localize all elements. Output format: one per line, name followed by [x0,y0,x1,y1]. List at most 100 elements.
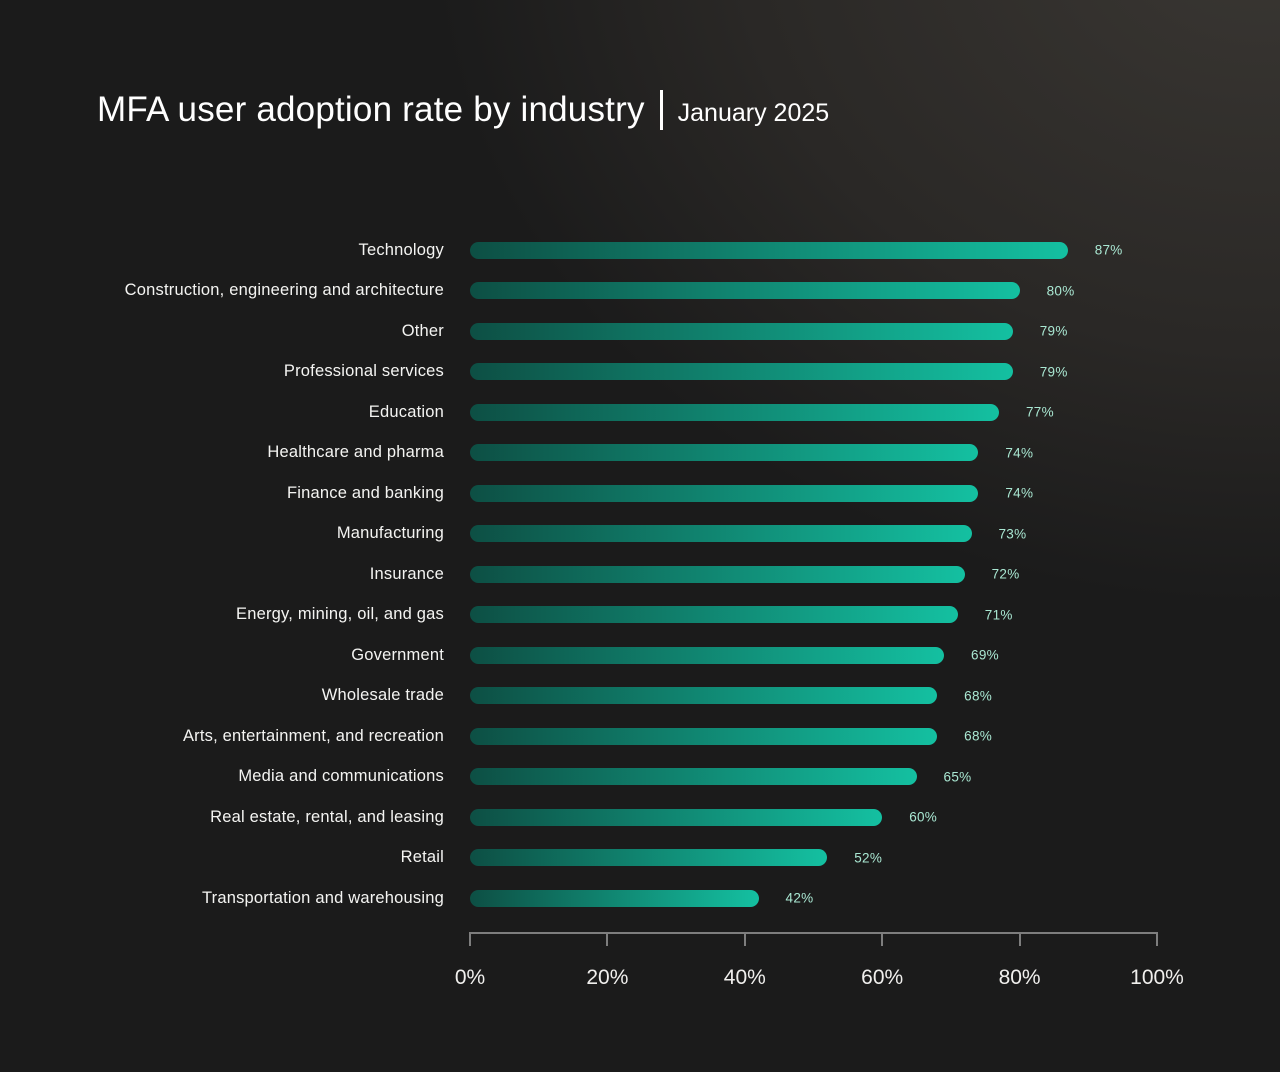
axis-tick [469,932,471,946]
bar-track: 74% [470,484,1157,502]
bar [470,646,945,664]
chart-row: Construction, engineering and architectu… [80,271,1200,312]
axis-tick-label: 100% [1130,966,1184,989]
bar-track: 80% [470,282,1157,300]
value-label: 79% [1039,364,1068,380]
chart-row: Retail 52% [80,838,1200,879]
chart-row: Government 69% [80,635,1200,676]
value-label: 74% [1005,485,1034,501]
category-label: Other [401,321,444,340]
bar [470,403,999,421]
bar-track: 52% [470,849,1157,867]
axis-tick-label: 0% [454,966,486,989]
bar-track: 71% [470,606,1157,624]
category-label: Construction, engineering and architectu… [124,281,444,300]
bar [470,282,1020,300]
category-label: Arts, entertainment, and recreation [182,726,444,745]
bar-track: 72% [470,565,1157,583]
bar [470,525,972,543]
bar-track: 68% [470,687,1157,705]
category-label: Technology [358,240,444,259]
value-label: 69% [971,647,999,663]
category-label: Retail [400,848,444,867]
chart-row: Arts, entertainment, and recreation 68% [80,716,1200,757]
bar [470,363,1013,381]
chart-row: Insurance 72% [80,554,1200,595]
value-label: 72% [991,566,1020,582]
page-title: MFA user adoption rate by industry Janua… [97,90,829,130]
axis-tick-label: 80% [998,966,1041,989]
category-label: Transportation and warehousing [201,888,444,907]
chart-row: Energy, mining, oil, and gas 71% [80,595,1200,636]
chart-row: Education 77% [80,392,1200,433]
axis-tick-label: 60% [861,966,904,989]
category-label: Real estate, rental, and leasing [210,807,444,826]
chart-row: Healthcare and pharma 74% [80,433,1200,474]
chart-row: Manufacturing 73% [80,514,1200,555]
chart-row: Media and communications 65% [80,757,1200,798]
bar [470,687,938,705]
chart-row: Real estate, rental, and leasing 60% [80,797,1200,838]
bar [470,849,828,867]
axis-tick [881,932,884,946]
bar-track: 65% [470,768,1157,786]
bar-track: 60% [470,808,1157,826]
value-label: 87% [1094,242,1123,258]
x-axis: 0% 20% 40% 60% 80% 100% [455,932,1184,989]
axis-tick [606,932,609,946]
bar [470,241,1068,259]
value-label: 77% [1025,404,1054,420]
bar [470,768,917,786]
chart-row: Transportation and warehousing 42% [80,878,1200,919]
chart-row: Finance and banking 74% [80,473,1200,514]
bar-track: 68% [470,727,1157,745]
bar [470,727,938,745]
bar-track: 79% [470,322,1157,340]
value-label: 60% [909,809,938,825]
axis-tick [1018,932,1021,946]
title-separator [659,90,663,130]
axis-tick-label: 20% [586,966,629,989]
value-label: 65% [943,769,972,785]
value-label: 52% [854,850,883,866]
bar-track: 74% [470,444,1157,462]
category-label: Media and communications [238,767,444,786]
value-label: 68% [964,688,993,704]
bar [470,889,759,907]
bar [470,484,979,502]
bar [470,322,1013,340]
chart-row: Other 79% [80,311,1200,352]
category-label: Government [351,645,444,664]
category-label: Manufacturing [336,524,444,543]
value-label: 74% [1005,445,1034,461]
chart-rows: Technology 87% Construction, engineering a… [80,230,1200,919]
category-label: Wholesale trade [321,686,444,705]
chart-row: Professional services 79% [80,352,1200,393]
category-label: Education [368,402,444,421]
bar [470,808,883,826]
value-label: 79% [1039,323,1068,339]
axis-tick [1156,932,1158,946]
bar [470,606,958,624]
chart-row: Wholesale trade 68% [80,676,1200,717]
value-label: 73% [998,526,1027,542]
category-label: Energy, mining, oil, and gas [236,605,444,624]
value-label: 68% [964,728,993,744]
bar-track: 79% [470,363,1157,381]
category-label: Healthcare and pharma [267,443,444,462]
axis-tick-label: 40% [723,966,766,989]
chart-row: Technology 87% [80,230,1200,271]
value-label: 71% [984,607,1013,623]
bar [470,444,979,462]
value-label: 42% [785,890,814,906]
chart-subtitle: January 2025 [677,98,830,127]
category-label: Insurance [369,564,444,583]
bar-track: 73% [470,525,1157,543]
category-label: Finance and banking [287,483,444,502]
bar-track: 42% [470,889,1157,907]
bar [470,565,965,583]
bar-track: 77% [470,403,1157,421]
axis-tick [743,932,746,946]
chart-title: MFA user adoption rate by industry [97,90,645,129]
